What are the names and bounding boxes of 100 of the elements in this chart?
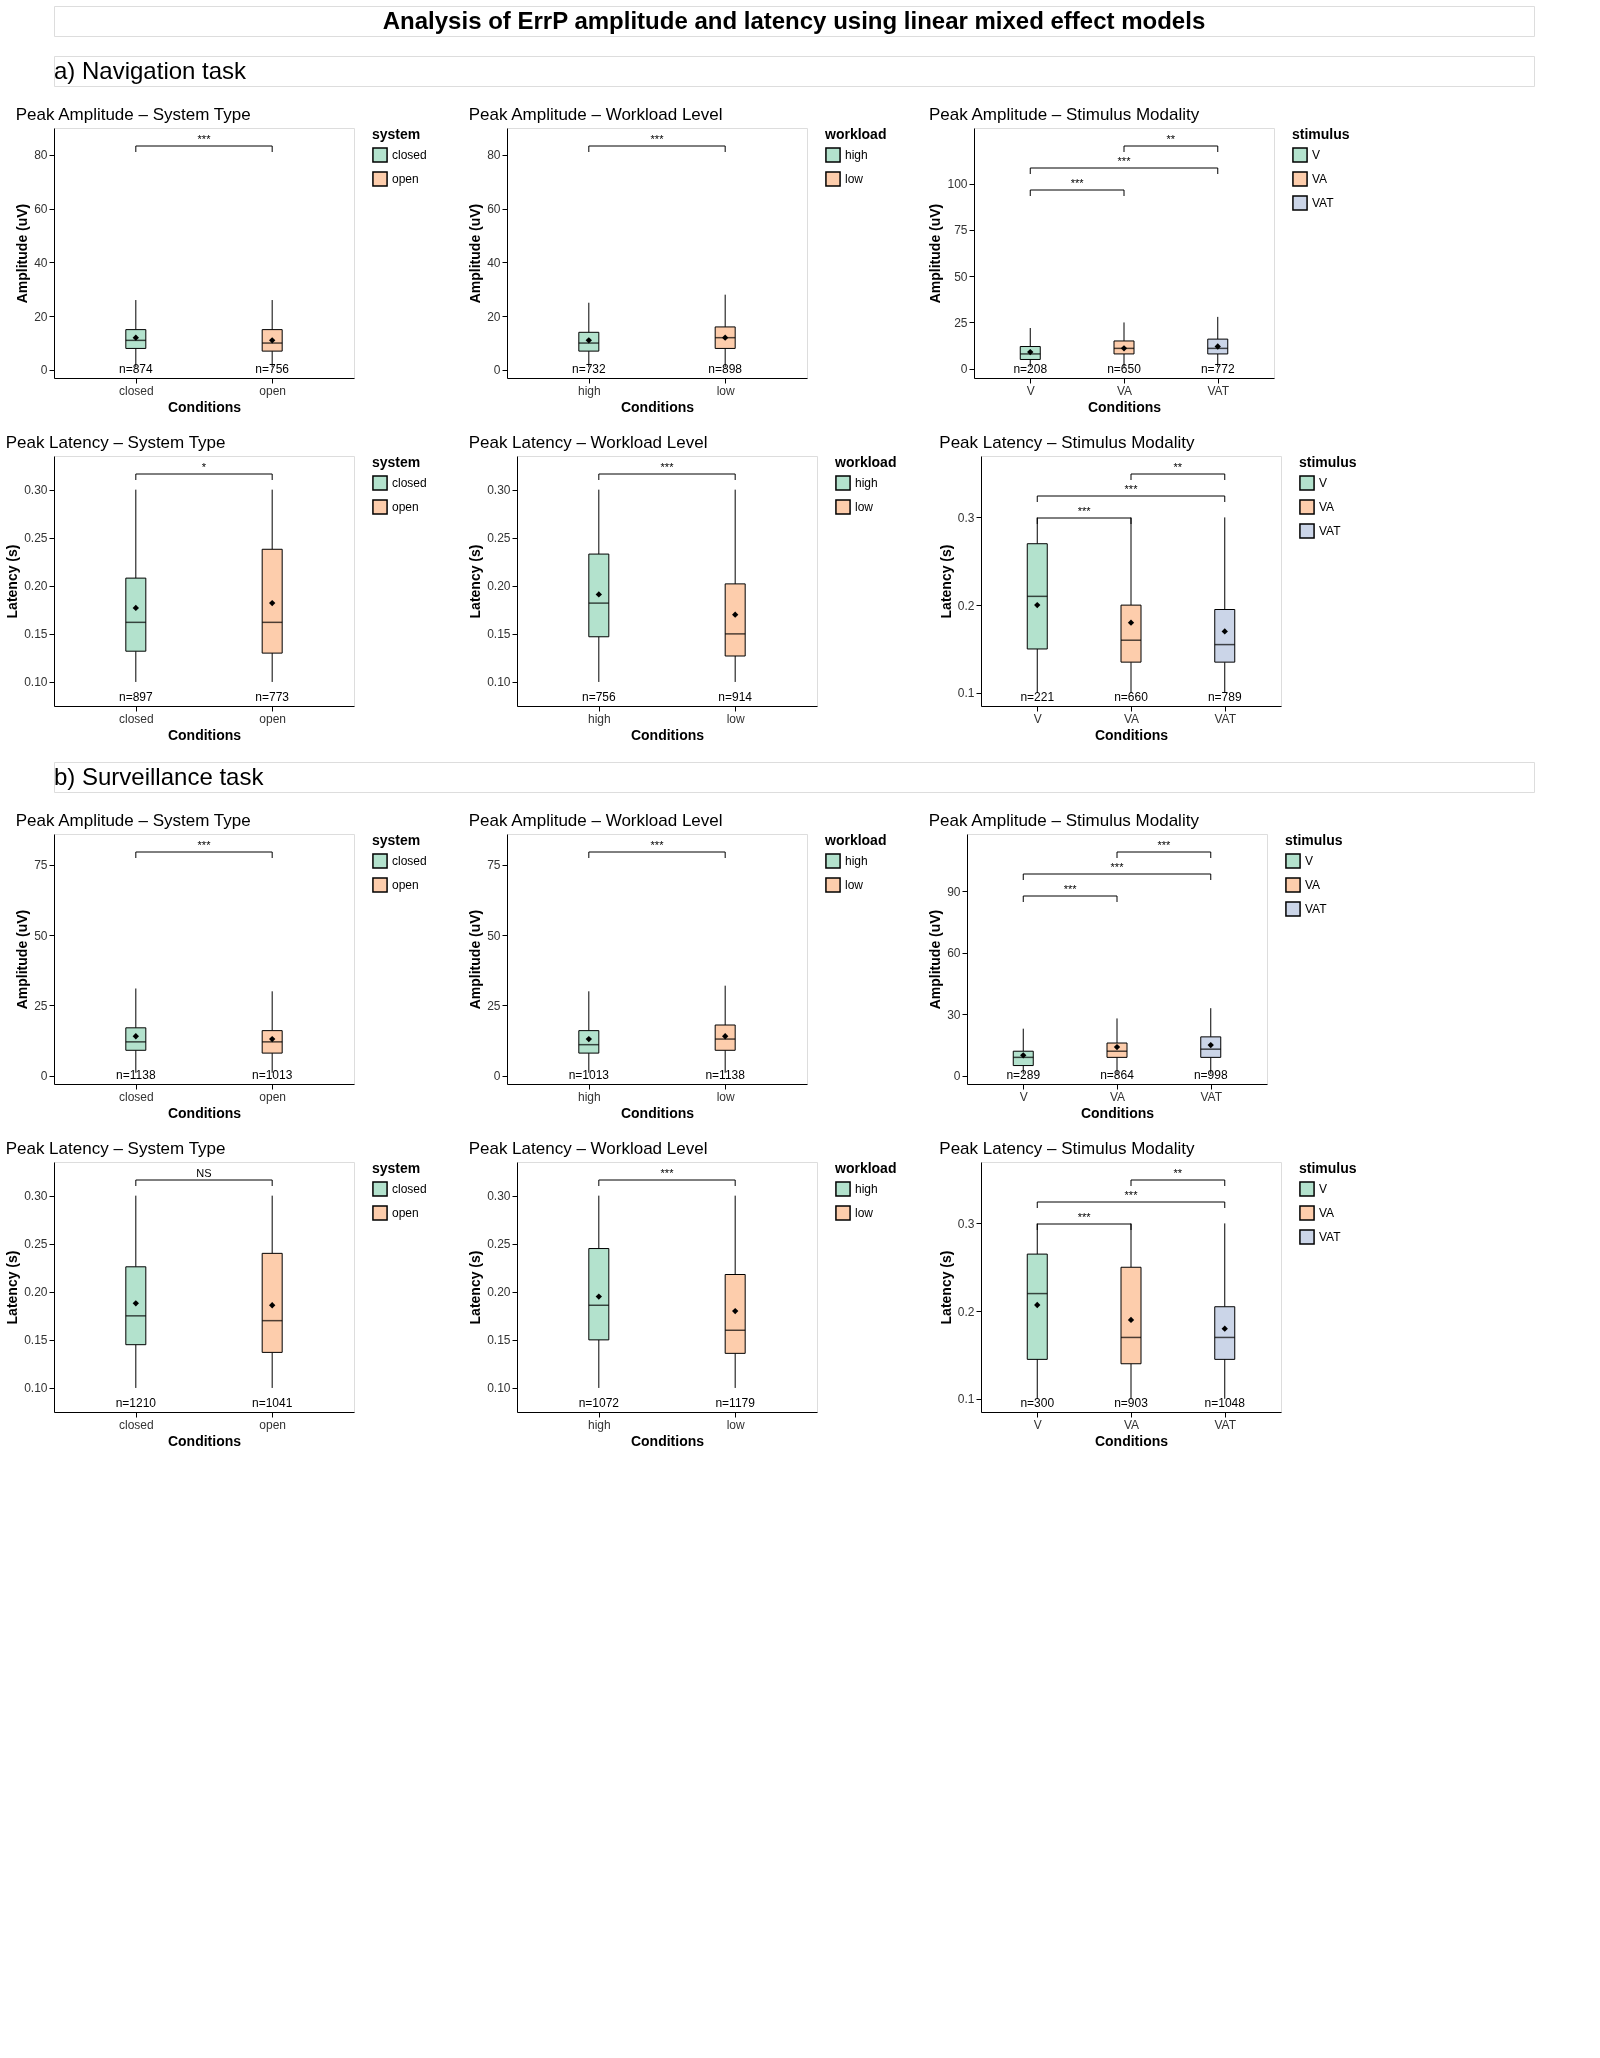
- annotation: **: [1173, 1167, 1183, 1179]
- y-tick-label: 20: [487, 309, 501, 324]
- y-axis-title: Latency (s): [4, 544, 21, 619]
- chart-title: Peak Latency – System Type: [5, 433, 226, 452]
- x-tick-label: high: [587, 711, 611, 726]
- annotation: ***: [1077, 1211, 1092, 1223]
- annotation: ***: [660, 461, 675, 473]
- chart-subtitle: a) Navigation task: [54, 57, 248, 84]
- legend-label: low: [845, 172, 864, 186]
- legend-title: system: [372, 1160, 421, 1176]
- y-tick-label: 0.2: [957, 1304, 975, 1319]
- y-tick-label: 50: [487, 928, 501, 943]
- y-tick-label: 25: [954, 315, 968, 330]
- legend-label: closed: [392, 1182, 427, 1196]
- annotation: ***: [1070, 177, 1085, 189]
- x-axis-title: Conditions: [167, 1104, 242, 1121]
- legend-title: workload: [834, 454, 897, 470]
- y-tick-label: 0.10: [24, 1381, 48, 1396]
- x-tick-label: low: [726, 711, 746, 726]
- annotation: n=732: [571, 362, 606, 376]
- annotation: n=789: [1207, 690, 1242, 704]
- legend-label: low: [855, 500, 874, 514]
- y-axis-title: Amplitude (uV): [14, 203, 31, 304]
- annotation: n=1179: [715, 1396, 756, 1410]
- annotation: n=1072: [578, 1396, 620, 1410]
- annotation: n=1138: [705, 1068, 746, 1082]
- x-tick-label: VA: [1116, 383, 1133, 398]
- legend-label: open: [392, 1206, 419, 1220]
- legend-label: VAT: [1319, 1230, 1342, 1244]
- legend-title: stimulus: [1292, 126, 1350, 142]
- x-axis-title: Conditions: [630, 1432, 705, 1449]
- x-tick-label: high: [577, 1089, 601, 1104]
- legend-label: high: [845, 148, 868, 162]
- y-tick-label: 30: [947, 1007, 961, 1022]
- legend-label: VA: [1305, 878, 1321, 892]
- y-tick-label: 0.10: [487, 675, 511, 690]
- x-tick-label: low: [716, 383, 736, 398]
- y-tick-label: 25: [34, 998, 48, 1013]
- legend-label: V: [1319, 476, 1328, 490]
- x-axis-title: Conditions: [167, 1432, 242, 1449]
- annotation: ***: [660, 1167, 675, 1179]
- y-tick-label: 0.10: [24, 675, 48, 690]
- x-tick-label: V: [1026, 383, 1035, 398]
- annotation: n=1013: [568, 1068, 610, 1082]
- annotation: ***: [1110, 861, 1125, 873]
- text: Analysis of ErrP amplitude and latency using linear mixed effect models: [382, 7, 1206, 34]
- y-tick-label: 0.20: [487, 579, 511, 594]
- y-tick-label: 0.20: [487, 1285, 511, 1300]
- y-tick-label: 0.30: [487, 1189, 511, 1204]
- x-tick-label: VAT: [1207, 383, 1230, 398]
- annotation: **: [1166, 133, 1176, 145]
- chart-title: Peak Latency – Stimulus Modality: [939, 433, 1195, 452]
- annotation: n=772: [1200, 362, 1235, 376]
- y-tick-label: 0: [40, 1069, 48, 1084]
- x-tick-label: open: [259, 1089, 287, 1104]
- x-axis-title: Conditions: [1080, 1104, 1155, 1121]
- annotation: ***: [1077, 505, 1092, 517]
- annotation: n=650: [1107, 362, 1142, 376]
- y-axis-title: Latency (s): [4, 1250, 21, 1325]
- y-axis-title: Latency (s): [937, 544, 954, 619]
- annotation: n=221: [1020, 690, 1055, 704]
- legend-label: VA: [1312, 172, 1328, 186]
- legend-label: VA: [1319, 500, 1335, 514]
- legend-label: VAT: [1319, 524, 1342, 538]
- annotation: n=1013: [251, 1068, 293, 1082]
- legend-label: high: [855, 1182, 878, 1196]
- chart-title: Peak Latency – Workload Level: [468, 1139, 708, 1158]
- x-tick-label: VAT: [1214, 1417, 1237, 1432]
- x-axis-title: Conditions: [1094, 1432, 1169, 1449]
- y-axis-title: Latency (s): [937, 1250, 954, 1325]
- y-tick-label: 60: [487, 202, 501, 217]
- x-tick-label: V: [1019, 1089, 1028, 1104]
- chart-title: Peak Amplitude – Stimulus Modality: [928, 811, 1200, 830]
- y-tick-label: 0.3: [957, 510, 975, 525]
- annotation: ***: [1124, 1189, 1139, 1201]
- y-tick-label: 0: [493, 1069, 501, 1084]
- annotation: ***: [650, 133, 665, 145]
- chart-title: Peak Amplitude – Stimulus Modality: [928, 105, 1200, 124]
- annotation: n=1210: [115, 1396, 157, 1410]
- chart-title: Peak Amplitude – System Type: [15, 811, 251, 830]
- y-tick-label: 0.20: [24, 1285, 48, 1300]
- chart-title: Peak Amplitude – Workload Level: [468, 811, 723, 830]
- x-tick-label: open: [259, 383, 287, 398]
- annotation: n=1048: [1204, 1396, 1246, 1410]
- annotation: n=756: [581, 690, 616, 704]
- legend-label: V: [1312, 148, 1321, 162]
- y-tick-label: 0.15: [24, 627, 48, 642]
- annotation: NS: [196, 1167, 212, 1179]
- x-axis-title: Conditions: [167, 726, 242, 743]
- chart-subtitle: b) Surveillance task: [54, 763, 265, 790]
- legend-title: stimulus: [1299, 1160, 1357, 1176]
- annotation: ***: [197, 839, 212, 851]
- x-tick-label: open: [259, 711, 287, 726]
- y-tick-label: 0: [493, 363, 501, 378]
- y-tick-label: 0.20: [24, 579, 48, 594]
- legend-label: V: [1305, 854, 1314, 868]
- x-axis-title: Conditions: [167, 398, 242, 415]
- y-tick-label: 0.25: [24, 1237, 48, 1252]
- y-axis-title: Latency (s): [467, 1250, 484, 1325]
- x-tick-label: VAT: [1214, 711, 1237, 726]
